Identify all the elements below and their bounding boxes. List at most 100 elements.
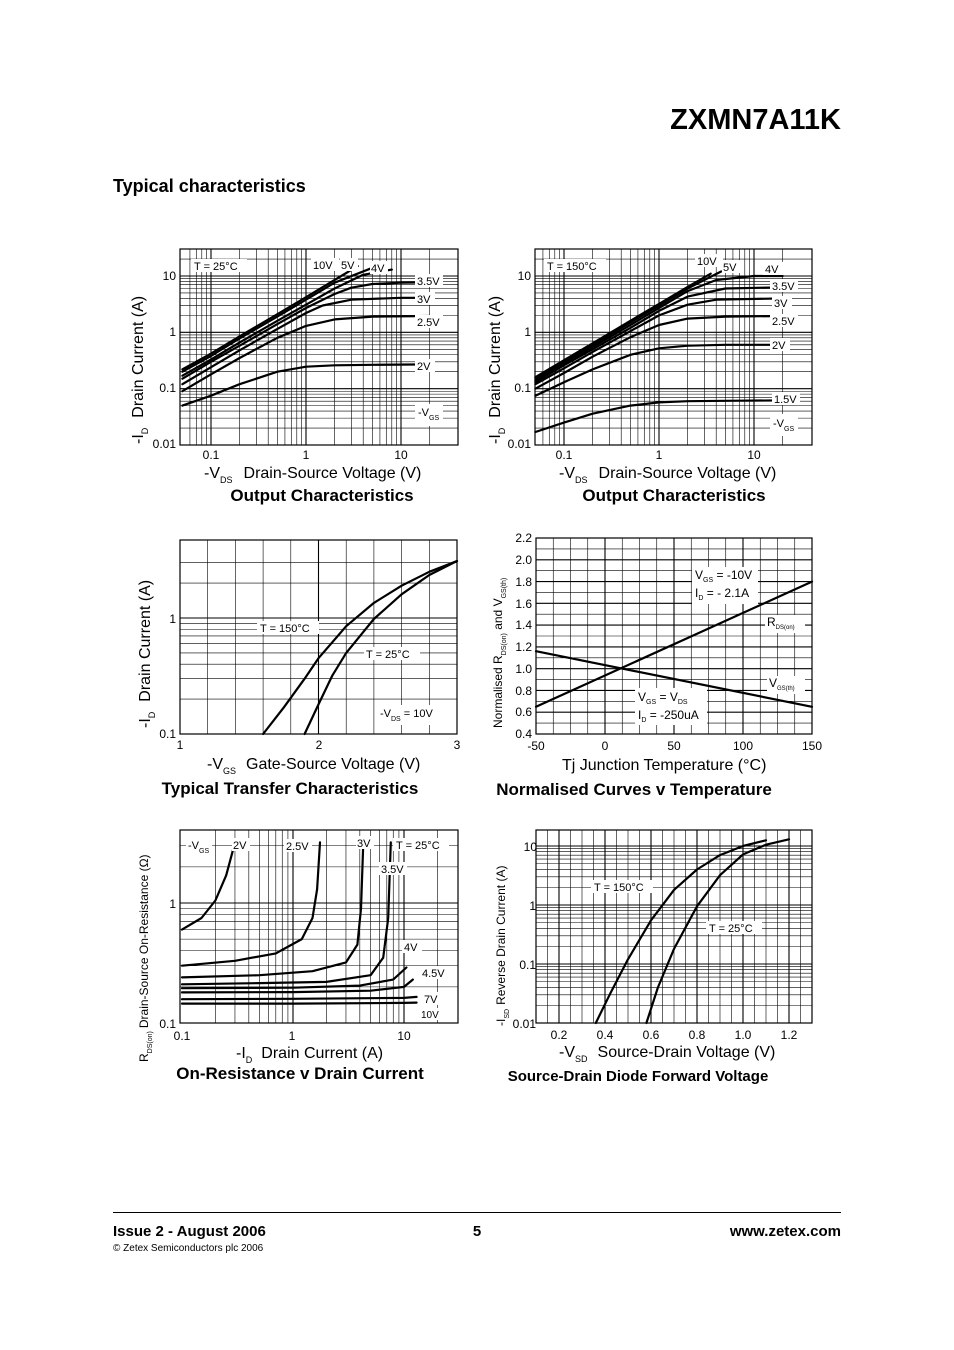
series-label: 4.5V [422, 968, 445, 980]
series-line [180, 995, 418, 1001]
series-label: 4V [765, 264, 779, 276]
x-axis-label: -ID Drain Current (A) [236, 1045, 383, 1065]
chart-title: On-Resistance v Drain Current [176, 1064, 424, 1083]
x-tick-label: 1 [177, 738, 184, 752]
series-line [645, 838, 791, 1025]
series-line [180, 1001, 418, 1005]
series-label: 2V [233, 840, 247, 852]
y-tick-label: 0.1 [519, 958, 536, 972]
series-label: T = 25°C [709, 923, 753, 935]
chart-title: Output Characteristics [230, 486, 413, 505]
chart-transfer: 1 0.1 1 2 3 T = 150°C T = 25°C -VDS = 10V… [137, 539, 461, 798]
x-tick-label: 1 [303, 448, 310, 462]
series-line [181, 363, 431, 407]
x-tick-label: 10 [394, 448, 408, 462]
series-label: 2.5V [772, 316, 795, 328]
y-tick-label: 2.2 [515, 531, 532, 545]
series-label: 3V [417, 294, 431, 306]
x-tick-label: 1.0 [735, 1028, 752, 1042]
vgs-annotation: -VGS [773, 418, 794, 433]
series-line [180, 841, 392, 986]
x-axis-label: Tj Junction Temperature (°C) [562, 757, 766, 774]
series-line [180, 841, 365, 979]
y-axis-label: -IDDrain Current (A) [137, 580, 157, 728]
series-label: 3.5V [417, 276, 440, 288]
plot-frame [179, 829, 459, 1024]
y-tick-label: 1.6 [515, 597, 532, 611]
series-label: VGS(th) [769, 676, 795, 692]
y-axis-label: Normalised RDS(on) and VGS(th) [491, 578, 508, 728]
y-tick-label: 1 [169, 897, 176, 911]
chart-output-25: 10 1 0.1 0.01 0.1 1 10 T = 25°C 10V 5V 4… [130, 248, 459, 505]
series-line [534, 580, 814, 708]
x-tick-label: -50 [527, 739, 545, 753]
y-tick-label: 10 [524, 840, 538, 854]
y-tick-label: 2.0 [515, 553, 532, 567]
series-label: 4V [404, 942, 418, 954]
series-line [180, 978, 414, 994]
series-label: T = 150°C [260, 623, 310, 635]
footer-divider [113, 1212, 841, 1213]
x-tick-label: 100 [733, 739, 753, 753]
x-tick-label: 0.4 [597, 1028, 614, 1042]
x-tick-label: 3 [454, 738, 461, 752]
chart-title: Source-Drain Diode Forward Voltage [508, 1068, 769, 1085]
x-tick-label: 10 [747, 448, 761, 462]
plot-frame [535, 537, 813, 735]
series-line [181, 281, 431, 380]
y-tick-label: 0.1 [159, 1017, 176, 1031]
condition-annotation: VGS = -10V [695, 568, 752, 584]
chart-grid [180, 540, 457, 734]
y-tick-label: 0.1 [514, 381, 531, 395]
series-line [303, 559, 459, 736]
series-label: 5V [723, 262, 737, 274]
series-line [181, 314, 431, 393]
chart-output-150: 10 1 0.1 0.01 0.1 1 10 T = 150°C 10V 5V … [487, 248, 813, 505]
y-tick-label: 0.01 [508, 437, 532, 451]
y-tick-label: 1 [529, 899, 536, 913]
plot-frame [535, 829, 813, 1024]
chart-on-resistance: 1 0.1 0.1 1 10 -VGS 2V 2.5V 3V T = 25°C … [137, 829, 459, 1083]
series-line [180, 966, 408, 990]
vds-annotation: -VDS = 10V [380, 708, 433, 723]
series-line [181, 266, 374, 373]
chart-grid [180, 249, 458, 445]
series-line [181, 268, 393, 377]
chart-title: Output Characteristics [582, 486, 765, 505]
x-axis-label: -VDS Drain-Source Voltage (V) [204, 465, 421, 485]
series-line [534, 272, 712, 379]
series-label: 4V [371, 263, 385, 275]
series-line [181, 296, 431, 386]
vgs-annotation: -VGS [418, 407, 439, 422]
series-label: RDS(on) [767, 615, 795, 631]
series-line [534, 286, 784, 384]
y-tick-label: 0.6 [515, 705, 532, 719]
series-line [534, 399, 784, 434]
series-line [534, 650, 814, 708]
series-label: 10V [313, 260, 333, 272]
x-tick-label: 1.2 [781, 1028, 798, 1042]
y-axis-label: -IDDrain Current (A) [487, 296, 507, 444]
footer-website[interactable]: www.zetex.com [729, 1223, 841, 1240]
footer-copyright: © Zetex Semiconductors plc 2006 [113, 1243, 264, 1254]
y-tick-label: 0.01 [513, 1017, 537, 1031]
x-tick-label: 0.1 [203, 448, 220, 462]
condition-annotation: ID = - 2.1A [695, 586, 749, 602]
x-tick-label: 0.8 [689, 1028, 706, 1042]
section-title: Typical characteristics [113, 176, 306, 196]
series-label: 2.5V [286, 841, 309, 853]
x-tick-label: 1 [656, 448, 663, 462]
series-line [594, 839, 768, 1025]
series-label: 2V [772, 340, 786, 352]
series-line [534, 270, 723, 380]
chart-diode: 10 1 0.1 0.01 0.2 0.4 0.6 0.8 1.0 1.2 T … [494, 829, 813, 1085]
x-tick-label: 1 [289, 1029, 296, 1043]
x-axis-label: -VSD Source-Drain Voltage (V) [559, 1044, 775, 1064]
series-line [534, 343, 784, 397]
series-label: 1.5V [774, 394, 797, 406]
plot-frame [534, 248, 813, 446]
chart-grid [536, 830, 812, 1023]
y-tick-label: 1 [169, 612, 176, 626]
series-label: 3V [357, 838, 371, 850]
